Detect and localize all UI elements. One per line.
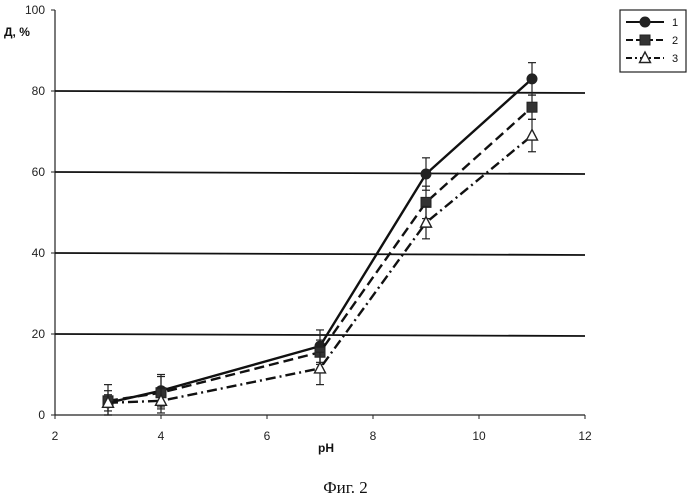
data-point xyxy=(527,74,537,84)
legend-marker xyxy=(640,17,650,27)
x-tick-label: 4 xyxy=(158,429,165,443)
y-tick-label: 0 xyxy=(38,408,45,422)
data-point xyxy=(527,130,538,141)
y-tick-label: 20 xyxy=(32,327,46,341)
x-axis-title: pH xyxy=(318,441,334,455)
gridline xyxy=(55,91,585,93)
y-tick-label: 100 xyxy=(25,3,45,17)
gridline xyxy=(55,172,585,174)
x-tick-label: 2 xyxy=(52,429,59,443)
x-tick-label: 8 xyxy=(370,429,377,443)
legend-label: 3 xyxy=(672,53,678,65)
gridline xyxy=(55,253,585,255)
y-tick-label: 40 xyxy=(32,246,46,260)
series-3 xyxy=(103,119,538,413)
x-tick-label: 10 xyxy=(472,429,486,443)
y-axis-title: Д, % xyxy=(4,25,30,39)
data-point xyxy=(421,169,431,179)
data-point xyxy=(527,102,537,112)
chart: 02040608010024681012 123 Д, % pH xyxy=(0,0,691,470)
x-tick-label: 12 xyxy=(578,429,592,443)
legend-marker xyxy=(640,35,650,45)
x-tick-label: 6 xyxy=(264,429,271,443)
y-tick-label: 80 xyxy=(32,84,46,98)
legend-label: 1 xyxy=(672,17,678,29)
figure-caption: Фиг. 2 xyxy=(0,478,691,498)
legend-label: 2 xyxy=(672,35,678,47)
y-tick-label: 60 xyxy=(32,165,46,179)
